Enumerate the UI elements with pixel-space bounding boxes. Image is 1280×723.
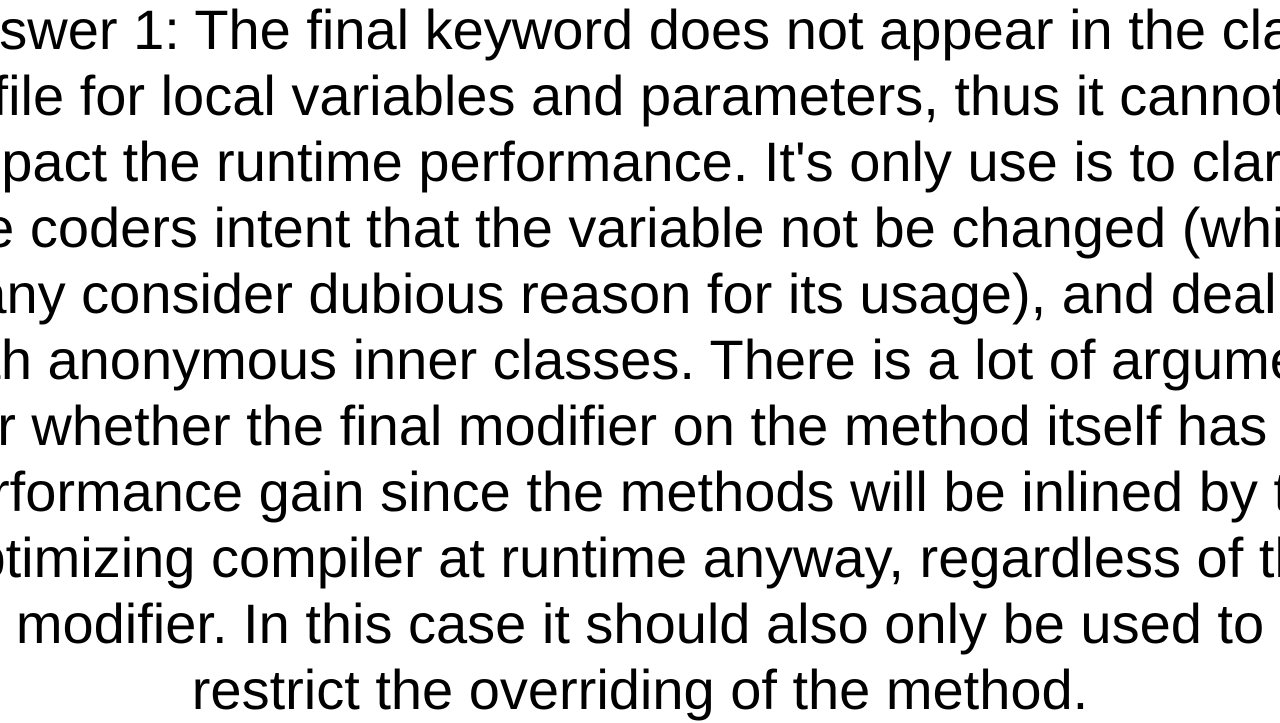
text-line-6: with anonymous inner classes. There is a…: [0, 327, 1280, 393]
answer-text-block: Answer 1: The final keyword does not app…: [0, 0, 1280, 723]
text-line-10: modifier. In this case it should also on…: [0, 591, 1280, 657]
text-line-3: impact the runtime performance. It's onl…: [0, 129, 1280, 195]
text-line-5: many consider dubious reason for its usa…: [0, 261, 1280, 327]
text-line-8: performance gain since the methods will …: [0, 459, 1280, 525]
text-line-7: over whether the final modifier on the m…: [0, 393, 1280, 459]
text-line-2: file for local variables and parameters,…: [0, 63, 1280, 129]
text-line-9: optimizing compiler at runtime anyway, r…: [0, 525, 1280, 591]
text-line-1: Answer 1: The final keyword does not app…: [0, 0, 1280, 63]
text-line-4: the coders intent that the variable not …: [0, 195, 1280, 261]
text-line-11: restrict the overriding of the method.: [0, 657, 1280, 723]
